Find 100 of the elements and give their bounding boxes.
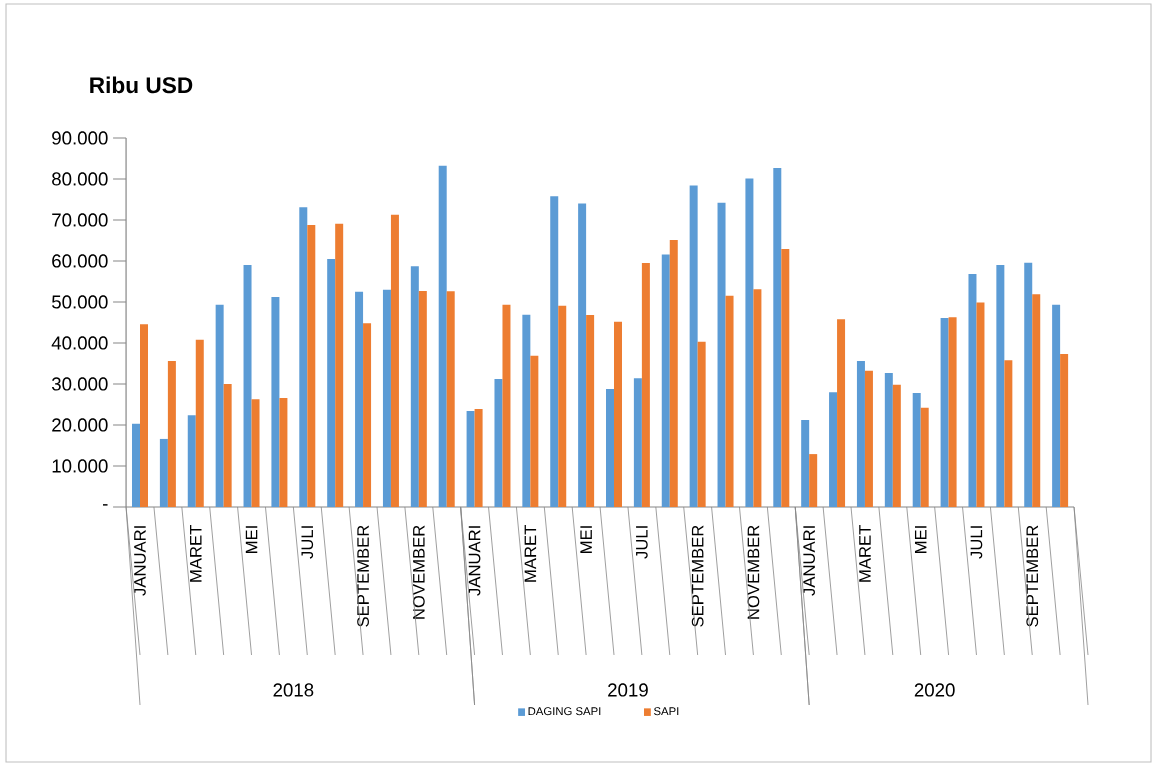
bar [187, 415, 196, 507]
bar [578, 203, 587, 507]
bar [829, 392, 838, 507]
x-tick-label: JANUARI [468, 526, 481, 596]
bar [976, 302, 985, 507]
bar [271, 297, 280, 507]
bar [661, 254, 670, 507]
y-tick-label: 20.000 [52, 418, 108, 432]
x-tick-label: JULI [301, 526, 314, 559]
y-tick-label: 80.000 [52, 172, 108, 186]
x-tick-label: JANUARI [803, 526, 815, 596]
x-tick-label: NOVEMBER [747, 525, 760, 619]
x-tick-label: SEPTEMBER [1026, 525, 1039, 627]
bar [466, 411, 475, 507]
bar [223, 383, 232, 507]
bar [940, 317, 949, 507]
y-tick-label: 60.000 [52, 254, 108, 268]
bar [920, 407, 929, 507]
bar [606, 388, 614, 507]
bar [753, 289, 762, 507]
x-tick-label: MARET [859, 525, 871, 582]
x-tick-label: JANUARI [134, 526, 146, 596]
bar [1032, 294, 1041, 507]
bar [558, 305, 567, 507]
bar [669, 240, 678, 507]
bar [717, 202, 726, 507]
bar [382, 289, 391, 507]
text: 2018 [273, 683, 314, 697]
chart-title: Ribu USD [90, 76, 193, 94]
bar [279, 397, 288, 507]
legend-label: SAPI [654, 707, 679, 716]
bar [167, 361, 176, 507]
legend-label: DAGING SAPI [528, 707, 601, 716]
y-tick-label: 30.000 [51, 377, 108, 391]
bar [801, 420, 810, 507]
bar [948, 317, 957, 507]
bar [502, 304, 511, 507]
bar [864, 370, 873, 507]
bar [725, 295, 734, 507]
bar [474, 409, 483, 507]
bar [446, 291, 455, 507]
bar [335, 223, 344, 507]
bar [892, 384, 901, 507]
y-tick-label: - [102, 504, 108, 506]
x-tick-label: MARET [524, 525, 537, 582]
bar [243, 265, 252, 507]
bar [494, 379, 503, 507]
bar [132, 423, 141, 507]
bar [689, 185, 698, 507]
bar [633, 378, 642, 507]
bar [195, 339, 204, 507]
bar [307, 224, 316, 507]
bar [996, 265, 1005, 507]
bar [641, 263, 650, 507]
bar [522, 314, 531, 507]
bar [327, 258, 336, 507]
bar [968, 274, 977, 507]
bar [550, 196, 559, 507]
bar [159, 438, 168, 507]
bar [390, 214, 399, 507]
bar [697, 341, 706, 507]
x-tick-label: SEPTEMBER [691, 525, 704, 627]
bar [1004, 360, 1013, 507]
x-tick-label: MEI [245, 526, 258, 553]
y-tick-label: 70.000 [52, 213, 108, 227]
bar [530, 355, 539, 507]
bar [586, 315, 595, 507]
bar [299, 207, 308, 507]
bar [837, 319, 846, 507]
x-tick-label: JULI [636, 526, 648, 559]
x-tick-label: MEI [914, 526, 927, 553]
bar [614, 321, 622, 507]
bar [856, 361, 865, 507]
x-tick-label: NOVEMBER [412, 525, 425, 619]
text: 2019 [608, 683, 648, 697]
bar [781, 249, 790, 507]
bar [809, 454, 818, 507]
x-tick-label: MEI [580, 526, 592, 553]
x-tick-label: JULI [970, 526, 983, 559]
bar [884, 372, 893, 507]
bar [418, 290, 427, 507]
bar [1052, 304, 1061, 507]
bar [1060, 354, 1069, 507]
bar [140, 324, 148, 507]
x-tick-label: MARET [190, 525, 202, 582]
text: 2020 [914, 683, 955, 697]
bar [773, 167, 782, 507]
bar [438, 165, 447, 507]
bar [355, 291, 364, 507]
y-tick-label: 50.000 [52, 295, 108, 309]
bar [215, 304, 224, 507]
bar [251, 399, 260, 507]
y-tick-label: 10.000 [52, 459, 108, 473]
bar [745, 178, 754, 507]
y-tick-label: 90.000 [52, 131, 108, 145]
bar [912, 393, 921, 507]
y-tick-label: 40.000 [51, 336, 108, 350]
x-tick-label: SEPTEMBER [357, 525, 369, 627]
bar [1024, 262, 1033, 507]
bar [363, 323, 372, 507]
